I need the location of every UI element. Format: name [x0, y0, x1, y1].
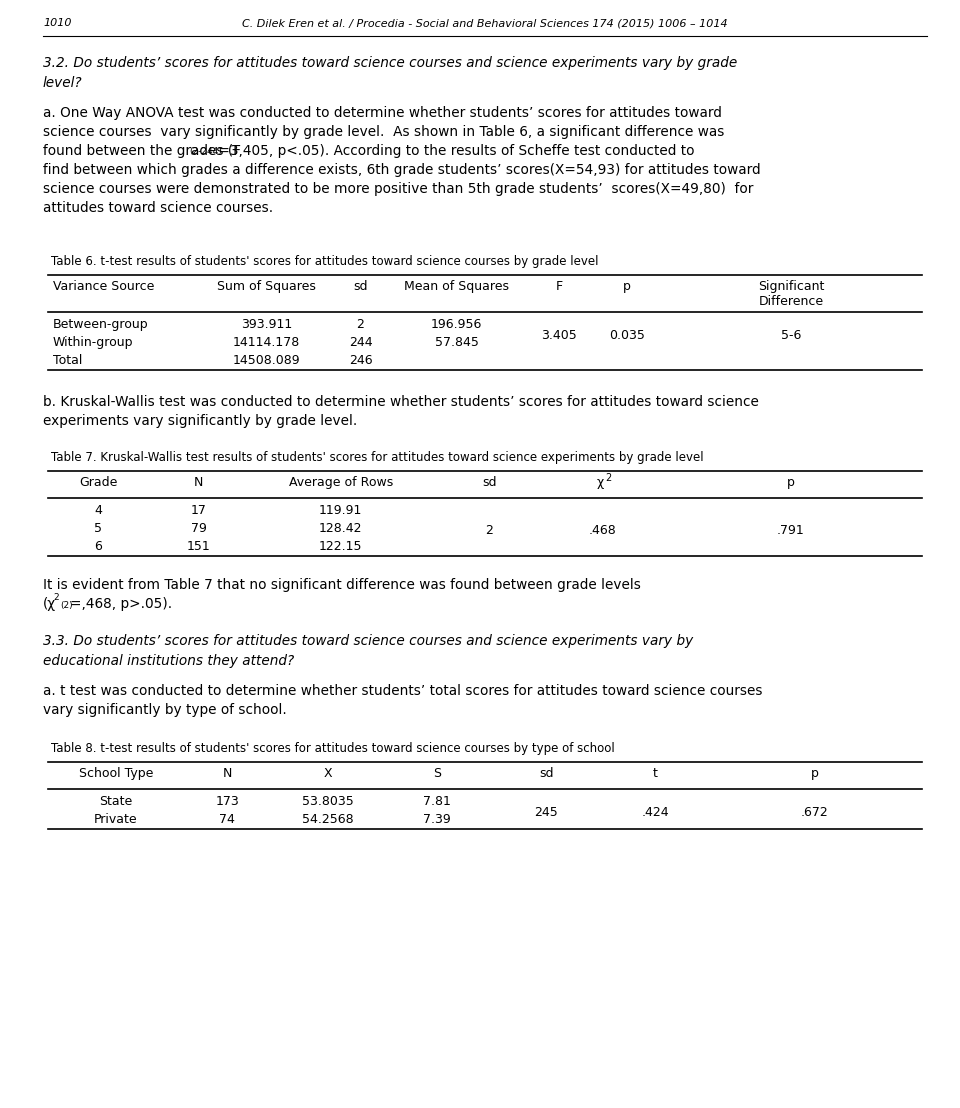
Text: science courses were demonstrated to be more positive than 5th grade students’  : science courses were demonstrated to be … — [43, 182, 754, 196]
Text: science courses  vary significantly by grade level.  As shown in Table 6, a sign: science courses vary significantly by gr… — [43, 125, 725, 138]
Text: Between-group: Between-group — [53, 318, 149, 331]
Text: 244: 244 — [348, 336, 372, 349]
Text: Sum of Squares: Sum of Squares — [217, 280, 316, 293]
Text: 245: 245 — [535, 806, 558, 819]
Text: 74: 74 — [219, 813, 235, 825]
Text: 119.91: 119.91 — [319, 504, 363, 517]
Text: t: t — [653, 767, 658, 780]
Text: (2-244): (2-244) — [189, 147, 222, 156]
Text: 5-6: 5-6 — [780, 329, 801, 342]
Text: 5: 5 — [94, 522, 103, 535]
Text: 246: 246 — [348, 353, 372, 367]
Text: .468: .468 — [589, 524, 617, 537]
Text: 54.2568: 54.2568 — [301, 813, 353, 825]
Text: Grade: Grade — [79, 476, 117, 489]
Text: 2: 2 — [605, 473, 612, 483]
Text: 196.956: 196.956 — [431, 318, 482, 331]
Text: 57.845: 57.845 — [435, 336, 478, 349]
Text: Total: Total — [53, 353, 83, 367]
Text: 1010: 1010 — [43, 18, 71, 28]
Text: 2: 2 — [486, 524, 493, 537]
Text: χ: χ — [597, 476, 604, 489]
Text: 2: 2 — [356, 318, 365, 331]
Text: p: p — [811, 767, 819, 780]
Text: 0.035: 0.035 — [609, 329, 645, 342]
Text: N: N — [223, 767, 232, 780]
Text: vary significantly by type of school.: vary significantly by type of school. — [43, 702, 287, 717]
Text: 128.42: 128.42 — [319, 522, 363, 535]
Text: 14114.178: 14114.178 — [233, 336, 300, 349]
Text: 151: 151 — [187, 540, 210, 553]
Text: 17: 17 — [191, 504, 206, 517]
Text: find between which grades a difference exists, 6th grade students’ scores(X=54,9: find between which grades a difference e… — [43, 163, 760, 177]
Text: .424: .424 — [641, 806, 669, 819]
Text: .672: .672 — [801, 806, 828, 819]
Text: 7.81: 7.81 — [423, 796, 451, 808]
Text: sd: sd — [539, 767, 553, 780]
Text: C. Dilek Eren et al. / Procedia - Social and Behavioral Sciences 174 (2015) 1006: C. Dilek Eren et al. / Procedia - Social… — [242, 18, 728, 28]
Text: 7.39: 7.39 — [423, 813, 451, 825]
Text: Private: Private — [94, 813, 137, 825]
Text: School Type: School Type — [79, 767, 153, 780]
Text: a. One Way ANOVA test was conducted to determine whether students’ scores for at: a. One Way ANOVA test was conducted to d… — [43, 106, 722, 120]
Text: 4: 4 — [94, 504, 102, 517]
Text: experiments vary significantly by grade level.: experiments vary significantly by grade … — [43, 414, 357, 428]
Text: Average of Rows: Average of Rows — [289, 476, 393, 489]
Text: sd: sd — [482, 476, 496, 489]
Text: N: N — [194, 476, 204, 489]
Text: Table 7. Kruskal-Wallis test results of students' scores for attitudes toward sc: Table 7. Kruskal-Wallis test results of … — [51, 451, 704, 464]
Text: =,468, p>.05).: =,468, p>.05). — [70, 597, 173, 611]
Text: .791: .791 — [777, 524, 804, 537]
Text: Difference: Difference — [758, 295, 824, 308]
Text: attitudes toward science courses.: attitudes toward science courses. — [43, 201, 274, 215]
Text: S: S — [433, 767, 441, 780]
Text: 122.15: 122.15 — [319, 540, 363, 553]
Text: F: F — [556, 280, 563, 293]
Text: Variance Source: Variance Source — [53, 280, 155, 293]
Text: 79: 79 — [191, 522, 206, 535]
Text: 14508.089: 14508.089 — [232, 353, 300, 367]
Text: found between the grades (F: found between the grades (F — [43, 144, 241, 158]
Text: level?: level? — [43, 76, 83, 90]
Text: State: State — [99, 796, 132, 808]
Text: sd: sd — [353, 280, 368, 293]
Text: Significant: Significant — [757, 280, 824, 293]
Text: 3.3. Do students’ scores for attitudes toward science courses and science experi: 3.3. Do students’ scores for attitudes t… — [43, 634, 693, 648]
Text: educational institutions they attend?: educational institutions they attend? — [43, 654, 295, 668]
Text: 6: 6 — [94, 540, 102, 553]
Text: (2): (2) — [60, 601, 72, 611]
Text: Table 6. t-test results of students' scores for attitudes toward science courses: Table 6. t-test results of students' sco… — [51, 255, 598, 268]
Text: 173: 173 — [215, 796, 239, 808]
Text: =3,405, p<.05). According to the results of Scheffe test conducted to: =3,405, p<.05). According to the results… — [214, 144, 694, 158]
Text: X: X — [324, 767, 332, 780]
Text: Table 8. t-test results of students' scores for attitudes toward science courses: Table 8. t-test results of students' sco… — [51, 742, 614, 755]
Text: a. t test was conducted to determine whether students’ total scores for attitude: a. t test was conducted to determine whe… — [43, 684, 762, 698]
Text: Within-group: Within-group — [53, 336, 133, 349]
Text: Mean of Squares: Mean of Squares — [404, 280, 509, 293]
Text: 3.405: 3.405 — [541, 329, 577, 342]
Text: 2: 2 — [54, 593, 60, 602]
Text: 53.8035: 53.8035 — [301, 796, 353, 808]
Text: 393.911: 393.911 — [241, 318, 292, 331]
Text: p: p — [623, 280, 631, 293]
Text: (χ: (χ — [43, 597, 56, 611]
Text: p: p — [787, 476, 795, 489]
Text: 3.2. Do students’ scores for attitudes toward science courses and science experi: 3.2. Do students’ scores for attitudes t… — [43, 57, 737, 70]
Text: b. Kruskal-Wallis test was conducted to determine whether students’ scores for a: b. Kruskal-Wallis test was conducted to … — [43, 394, 758, 409]
Text: It is evident from Table 7 that no significant difference was found between grad: It is evident from Table 7 that no signi… — [43, 578, 641, 592]
